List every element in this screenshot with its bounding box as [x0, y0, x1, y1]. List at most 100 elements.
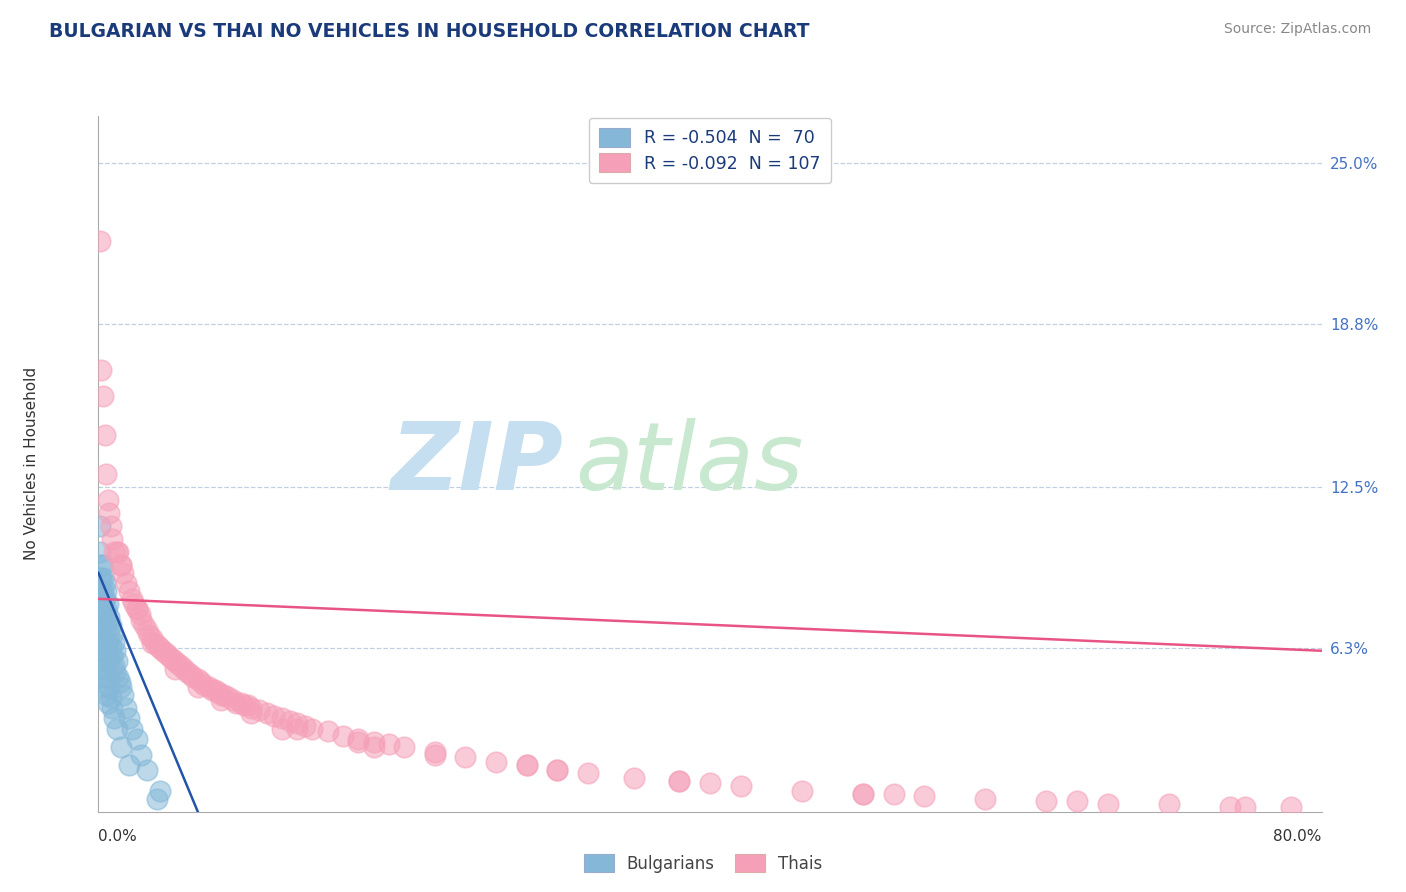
Point	[141, 636, 163, 650]
Point	[1219, 799, 1241, 814]
Point	[668, 773, 690, 788]
Point	[122, 597, 145, 611]
Point	[94, 467, 117, 482]
Point	[912, 789, 935, 804]
Text: Source: ZipAtlas.com: Source: ZipAtlas.com	[1223, 22, 1371, 37]
Point	[91, 610, 114, 624]
Point	[91, 597, 114, 611]
Point	[91, 670, 114, 684]
Point	[187, 680, 209, 694]
Point	[699, 776, 721, 790]
Point	[94, 662, 117, 676]
Point	[110, 558, 132, 573]
Point	[97, 493, 120, 508]
Point	[167, 657, 190, 671]
Legend: R = -0.504  N =  70, R = -0.092  N = 107: R = -0.504 N = 70, R = -0.092 N = 107	[589, 118, 831, 183]
Point	[974, 791, 997, 805]
Point	[107, 670, 129, 684]
Point	[149, 784, 172, 798]
Point	[163, 654, 186, 668]
Point	[93, 610, 115, 624]
Point	[105, 722, 128, 736]
Point	[187, 673, 209, 687]
Point	[97, 636, 120, 650]
Point	[238, 698, 260, 713]
Point	[143, 636, 166, 650]
Point	[240, 706, 263, 720]
Text: ZIP: ZIP	[391, 417, 564, 510]
Point	[423, 745, 446, 759]
Point	[118, 758, 141, 772]
Point	[90, 597, 112, 611]
Point	[179, 667, 201, 681]
Point	[105, 545, 128, 559]
Point	[98, 648, 121, 663]
Point	[93, 428, 115, 442]
Point	[363, 734, 385, 748]
Point	[129, 747, 152, 762]
Point	[89, 628, 111, 642]
Point	[100, 519, 122, 533]
Point	[94, 584, 117, 599]
Point	[91, 623, 114, 637]
Point	[100, 617, 122, 632]
Point	[790, 784, 813, 798]
Point	[125, 732, 148, 747]
Point	[89, 545, 111, 559]
Point	[93, 591, 115, 606]
Point	[121, 591, 143, 606]
Point	[104, 644, 127, 658]
Point	[101, 648, 124, 663]
Point	[93, 576, 115, 591]
Point	[110, 680, 132, 694]
Point	[90, 571, 112, 585]
Point	[204, 682, 226, 697]
Point	[98, 680, 121, 694]
Text: atlas: atlas	[575, 418, 804, 509]
Point	[90, 662, 112, 676]
Point	[623, 771, 645, 785]
Point	[173, 662, 195, 676]
Point	[128, 607, 150, 622]
Point	[97, 615, 120, 630]
Point	[232, 698, 254, 713]
Point	[193, 677, 215, 691]
Point	[91, 644, 114, 658]
Point	[209, 693, 232, 707]
Point	[347, 734, 370, 748]
Point	[90, 610, 112, 624]
Point	[423, 747, 446, 762]
Text: 80.0%: 80.0%	[1274, 830, 1322, 844]
Point	[1157, 797, 1180, 811]
Point	[207, 685, 229, 699]
Point	[108, 674, 131, 689]
Point	[98, 610, 121, 624]
Point	[118, 584, 141, 599]
Point	[217, 690, 239, 705]
Point	[91, 558, 114, 573]
Point	[301, 722, 323, 736]
Point	[101, 701, 124, 715]
Point	[89, 234, 111, 248]
Point	[157, 648, 180, 663]
Point	[91, 389, 114, 403]
Point	[94, 617, 117, 632]
Point	[229, 696, 252, 710]
Point	[107, 545, 129, 559]
Point	[285, 722, 308, 736]
Point	[1035, 794, 1057, 808]
Point	[576, 765, 599, 780]
Point	[90, 636, 112, 650]
Point	[454, 750, 477, 764]
Point	[98, 506, 121, 520]
Point	[852, 787, 875, 801]
Point	[97, 670, 120, 684]
Point	[852, 787, 875, 801]
Point	[111, 566, 134, 580]
Point	[103, 659, 125, 673]
Point	[115, 701, 138, 715]
Point	[152, 644, 174, 658]
Point	[100, 639, 122, 653]
Point	[160, 651, 183, 665]
Point	[1234, 799, 1257, 814]
